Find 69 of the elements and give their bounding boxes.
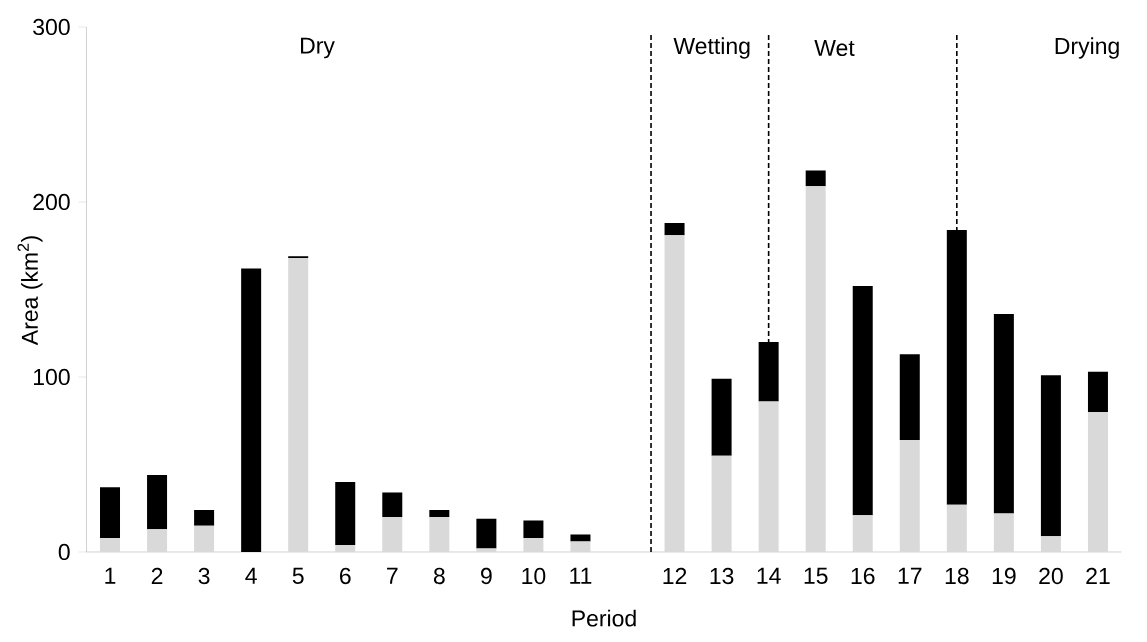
y-tick-label: 0 — [58, 543, 70, 561]
x-tick-label: 18 — [945, 567, 969, 585]
bar — [852, 285, 873, 516]
y-tick-label: 300 — [33, 18, 70, 36]
x-tick-label: 11 — [570, 567, 592, 584]
bar — [523, 537, 544, 552]
annotation: Wet — [814, 39, 855, 56]
bar — [852, 515, 873, 552]
x-tick-label: 9 — [481, 567, 492, 585]
bar — [335, 481, 356, 545]
bar — [899, 354, 920, 440]
bar — [993, 313, 1014, 514]
x-tick-label: 15 — [804, 567, 828, 584]
bar — [1087, 411, 1108, 552]
bar — [429, 509, 450, 517]
x-tick-label: 6 — [340, 567, 351, 585]
bar — [147, 474, 168, 530]
bar — [100, 537, 121, 552]
x-tick-label: 5 — [292, 567, 304, 584]
annotation: Wetting — [673, 37, 750, 59]
bar — [100, 487, 121, 538]
x-tick-label: 19 — [992, 567, 1016, 585]
bar — [476, 548, 497, 552]
x-tick-label: 4 — [245, 567, 257, 584]
y-tick-label: 100 — [34, 368, 70, 386]
bar — [805, 170, 826, 187]
bar — [993, 513, 1014, 552]
bar — [335, 544, 356, 552]
y-tick-label: 200 — [33, 193, 70, 211]
bar — [382, 492, 403, 517]
x-tick-label: 13 — [710, 567, 734, 585]
bar — [570, 534, 591, 542]
bar — [805, 186, 826, 552]
bar — [194, 509, 215, 526]
x-tick-label: 3 — [198, 567, 210, 585]
bar — [758, 401, 779, 552]
bar — [711, 378, 732, 456]
bar — [664, 222, 685, 236]
bar — [1087, 371, 1108, 412]
bar — [1040, 375, 1061, 537]
x-tick-label: 10 — [522, 567, 546, 585]
x-tick-label: 16 — [851, 567, 875, 585]
x-tick-label: 20 — [1039, 567, 1063, 585]
bar — [899, 439, 920, 552]
x-tick-label: 21 — [1086, 567, 1110, 584]
annotation: Drying — [1055, 37, 1119, 59]
x-tick-label: 8 — [433, 567, 445, 585]
bar — [476, 518, 497, 549]
bar — [194, 525, 215, 552]
bar — [711, 455, 732, 552]
bar — [1040, 536, 1061, 552]
x-tick-label: 2 — [151, 567, 163, 584]
bar — [241, 268, 262, 552]
bar — [382, 516, 403, 552]
x-tick-label: 14 — [757, 567, 781, 584]
annotation: Dry — [301, 37, 335, 59]
x-axis-title: Period — [572, 609, 636, 627]
bar — [429, 516, 450, 552]
x-tick-label: 7 — [387, 567, 398, 584]
bar — [288, 257, 309, 552]
x-tick-label: 1 — [105, 567, 116, 584]
bar — [570, 541, 591, 552]
bar — [664, 235, 685, 552]
bar — [523, 520, 544, 538]
bar — [946, 504, 967, 552]
y-axis-title: Area (km$^{2}$) — [17, 236, 43, 346]
x-tick-label: 17 — [898, 567, 922, 584]
bar — [147, 529, 168, 552]
x-tick-label: 12 — [663, 567, 687, 584]
